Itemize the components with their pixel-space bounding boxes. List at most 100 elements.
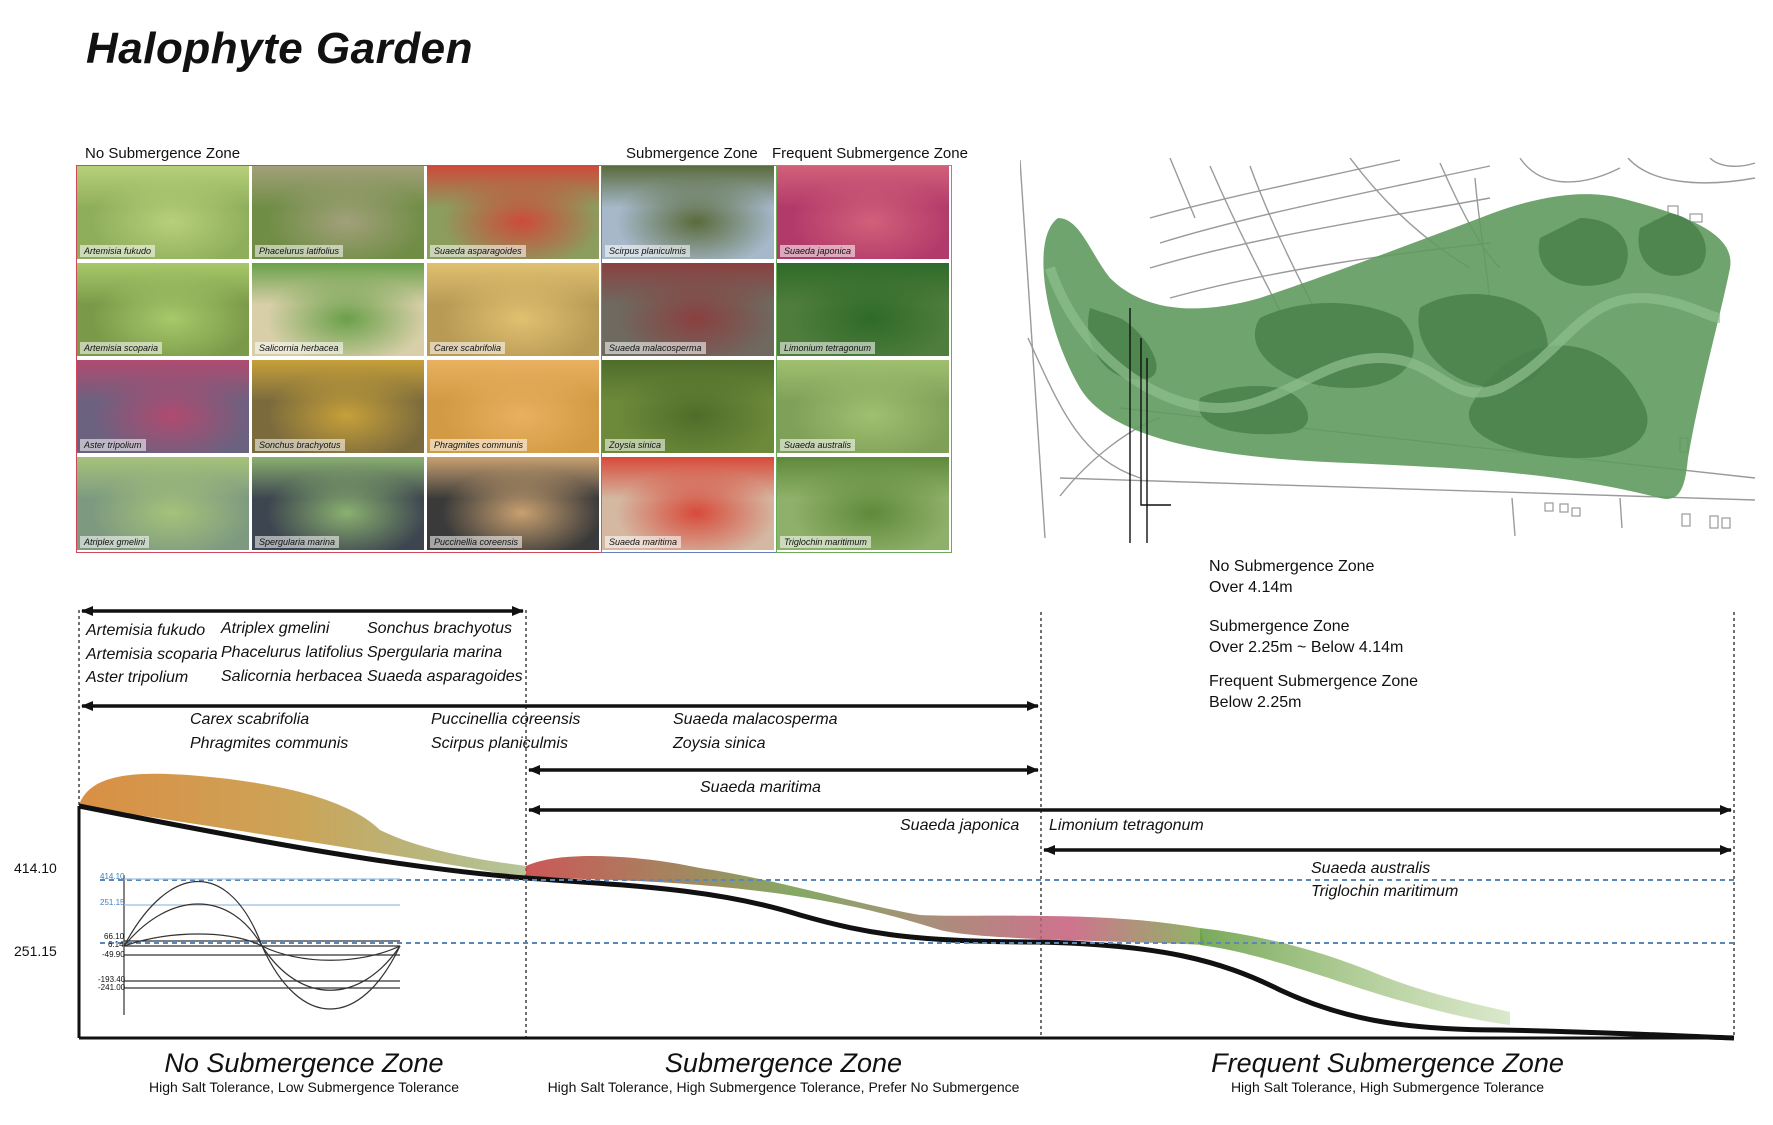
- zone-frequent-submergence: Frequent Submergence Zone High Salt Tole…: [1041, 1048, 1734, 1095]
- elevation-high: 414.10: [14, 860, 57, 876]
- plant-photo: Zoysia sinica: [602, 360, 774, 453]
- plant-photo: Artemisia scoparia: [77, 263, 249, 356]
- plant-photo-caption: Scirpus planiculmis: [605, 245, 691, 257]
- zone-subtitle: High Salt Tolerance, High Submergence To…: [547, 1079, 1020, 1095]
- plant-photo: Suaeda asparagoides: [427, 166, 599, 259]
- grid-header-frequent-submergence: Frequent Submergence Zone: [772, 145, 968, 162]
- species-label-maritima: Suaeda maritima: [700, 779, 821, 796]
- species-label: Triglochin maritimum: [1311, 883, 1459, 900]
- species-label: Puccinellia coreensis: [431, 711, 581, 728]
- plant-photo-caption: Suaeda malacosperma: [605, 342, 706, 354]
- plant-photo: Carex scabrifolia: [427, 263, 599, 356]
- plant-photo: Salicornia herbacea: [252, 263, 424, 356]
- elevation-low: 251.15: [14, 943, 57, 959]
- site-path: [1045, 266, 1721, 414]
- zone-subtitle: High Salt Tolerance, Low Submergence Tol…: [148, 1079, 459, 1095]
- plant-photo-caption: Suaeda japonica: [780, 245, 856, 257]
- plant-photo: Suaeda australis: [777, 360, 949, 453]
- water-levels: [100, 879, 1734, 944]
- species-label: Phragmites communis: [190, 735, 349, 752]
- plant-photo-caption: Salicornia herbacea: [255, 342, 343, 354]
- plant-photo-caption: Phacelurus latifolius: [255, 245, 344, 257]
- species-label: Atriplex gmelini: [221, 620, 330, 637]
- species-label: Suaeda malacosperma: [673, 711, 838, 728]
- zone-title: No Submergence Zone: [164, 1048, 444, 1078]
- plant-photo: Phragmites communis: [427, 360, 599, 453]
- plant-photo: Aster tripolium: [77, 360, 249, 453]
- plant-photo: Suaeda malacosperma: [602, 263, 774, 356]
- wave-label-3: 6.14: [108, 940, 124, 949]
- species-label: Scirpus planiculmis: [431, 735, 568, 752]
- plant-photo-caption: Suaeda asparagoides: [430, 245, 526, 257]
- species-label: Spergularia marina: [367, 644, 503, 661]
- plant-photo-caption: Limonium tetragonum: [780, 342, 876, 354]
- range-arrows: [81, 606, 1732, 855]
- plant-photo-caption: Sonchus brachyotus: [255, 439, 345, 451]
- wave-label-5: -193.40: [98, 975, 126, 984]
- vegetation-middle: [526, 855, 1205, 945]
- plant-photo-caption: Atriplex gmelini: [80, 536, 150, 548]
- legend-no-submergence-range: Over 4.14m: [1209, 579, 1293, 596]
- plant-photo-caption: Suaeda maritima: [605, 536, 682, 548]
- plant-photo: Spergularia marina: [252, 457, 424, 550]
- legend-submergence-name: Submergence Zone: [1209, 618, 1350, 635]
- species-label: Salicornia herbacea: [221, 668, 363, 685]
- species-label: Zoysia sinica: [673, 735, 766, 752]
- species-label: Aster tripolium: [86, 669, 189, 686]
- plant-photo-caption: Phragmites communis: [430, 439, 528, 451]
- site-green-islands: [1088, 213, 1706, 458]
- plant-photo: Atriplex gmelini: [77, 457, 249, 550]
- plant-photo: Limonium tetragonum: [777, 263, 949, 356]
- plant-photo-caption: Aster tripolium: [80, 439, 146, 451]
- legend-leader-lines: [1129, 308, 1171, 543]
- zone-subtitle: High Salt Tolerance, High Submergence To…: [1230, 1079, 1545, 1095]
- species-label: Artemisia scoparia: [86, 646, 218, 663]
- species-label: Carex scabrifolia: [190, 711, 310, 728]
- plant-photo: Puccinellia coreensis: [427, 457, 599, 550]
- vegetation-lower: [1200, 928, 1510, 1025]
- zone-title: Submergence Zone: [664, 1048, 903, 1078]
- plant-photo-caption: Artemisia fukudo: [80, 245, 156, 257]
- species-label: Phacelurus latifolius: [221, 644, 364, 661]
- species-label-limonium: Limonium tetragonum: [1049, 817, 1204, 834]
- plant-photo-caption: Suaeda australis: [780, 439, 856, 451]
- plant-photo-caption: Carex scabrifolia: [430, 342, 506, 354]
- zone-no-submergence: No Submergence Zone High Salt Tolerance,…: [76, 1048, 532, 1095]
- legend-item-frequent-submergence: Frequent Submergence Zone Below 2.25m: [1209, 671, 1418, 713]
- plant-photo: Scirpus planiculmis: [602, 166, 774, 259]
- plant-photo: Triglochin maritimum: [777, 457, 949, 550]
- plant-photo: Artemisia fukudo: [77, 166, 249, 259]
- plant-photo: Suaeda maritima: [602, 457, 774, 550]
- plant-photo-caption: Triglochin maritimum: [780, 536, 871, 548]
- page-title: Halophyte Garden: [86, 24, 473, 73]
- species-label: Sonchus brachyotus: [367, 620, 512, 637]
- legend-frequent-submergence-range: Below 2.25m: [1209, 694, 1302, 711]
- grid-header-no-submergence: No Submergence Zone: [85, 145, 241, 162]
- plant-photo: Sonchus brachyotus: [252, 360, 424, 453]
- wave-label-2: 66.10: [104, 932, 125, 941]
- site-plan-map: [1020, 158, 1756, 543]
- species-label: Artemisia fukudo: [86, 622, 206, 639]
- plant-photo-caption: Artemisia scoparia: [80, 342, 163, 354]
- vegetation-upper: [79, 773, 526, 878]
- species-label: Suaeda australis: [1311, 860, 1431, 877]
- plant-photo: Suaeda japonica: [777, 166, 949, 259]
- wave-label-4: -49.90: [102, 950, 125, 959]
- species-label: Suaeda asparagoides: [367, 668, 523, 685]
- species-label-japonica: Suaeda japonica: [900, 817, 1020, 834]
- wave-label-6: -241.00: [98, 983, 126, 992]
- plant-photo-caption: Puccinellia coreensis: [430, 536, 523, 548]
- legend-frequent-submergence-name: Frequent Submergence Zone: [1209, 673, 1419, 690]
- legend-no-submergence-name: No Submergence Zone: [1209, 558, 1375, 575]
- legend-item-no-submergence: No Submergence Zone Over 4.14m: [1209, 556, 1374, 598]
- plant-photo: Phacelurus latifolius: [252, 166, 424, 259]
- wave-label-1: 251.15: [100, 898, 125, 907]
- zone-submergence: Submergence Zone High Salt Tolerance, Hi…: [526, 1048, 1041, 1095]
- plant-photo-caption: Zoysia sinica: [605, 439, 666, 451]
- plant-photo-caption: Spergularia marina: [255, 536, 340, 548]
- wave-label-0: 414.10: [100, 872, 125, 881]
- legend-item-submergence: Submergence Zone Over 2.25m ~ Below 4.14…: [1209, 616, 1403, 658]
- legend-submergence-range: Over 2.25m ~ Below 4.14m: [1209, 639, 1404, 656]
- ground-profile: [78, 803, 1735, 1041]
